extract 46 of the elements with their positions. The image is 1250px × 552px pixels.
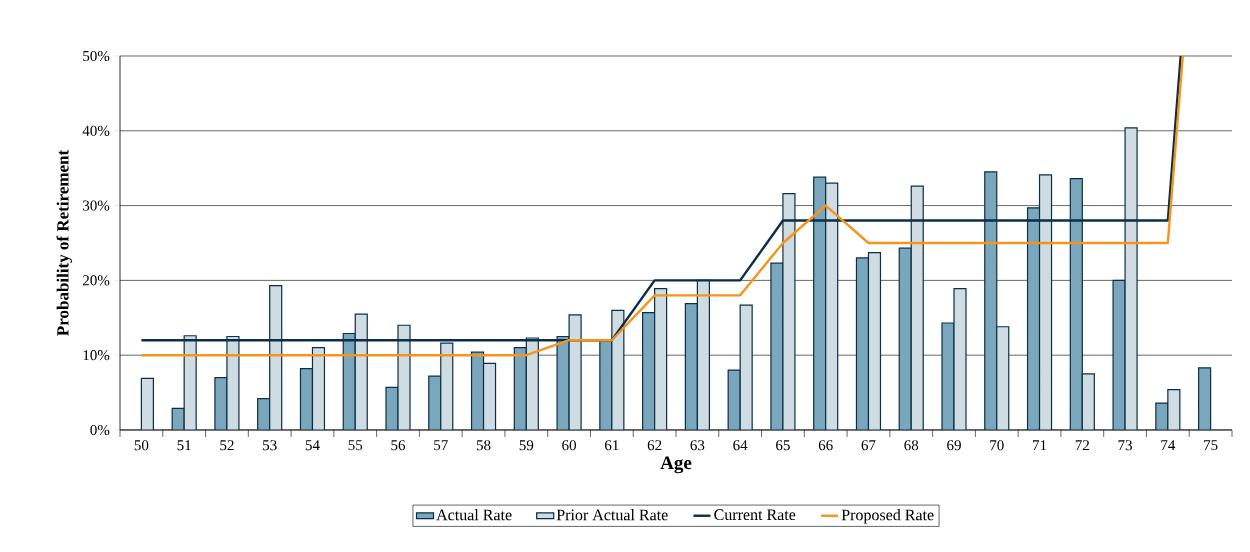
bar	[642, 311, 656, 430]
x-tick-label: 72	[1075, 440, 1089, 451]
x-tick-label: 62	[647, 440, 662, 451]
bar	[867, 252, 882, 430]
bar	[898, 247, 912, 430]
y-tick-label: 10%	[83, 350, 110, 361]
y-tick-label: 0%	[90, 424, 110, 436]
x-tick-label: 66	[818, 440, 833, 451]
x-tick-label: 69	[947, 440, 961, 451]
x-tick-label: 52	[220, 440, 234, 451]
legend-label: Current Rate	[714, 509, 796, 521]
x-tick-label: 55	[348, 440, 363, 451]
legend-label: Proposed Rate	[841, 509, 934, 524]
bar	[996, 326, 1010, 430]
x-tick-label: 51	[177, 440, 191, 451]
bar	[739, 304, 753, 430]
x-tick-label: 73	[1118, 440, 1132, 451]
y-tick-label: 30%	[83, 200, 110, 211]
bar	[299, 368, 314, 430]
x-tick-label: 59	[519, 440, 534, 451]
x-tick-label: 71	[1033, 440, 1047, 451]
y-tick-label: 20%	[82, 275, 110, 286]
x-axis-title: Age	[660, 456, 692, 474]
x-tick-label: 63	[690, 440, 705, 451]
bar	[684, 302, 698, 430]
x-tick-label: 56	[391, 440, 406, 451]
legend-label: Actual Rate	[436, 509, 512, 521]
y-tick-label: 40%	[82, 125, 110, 136]
x-tick-label: 57	[434, 440, 448, 451]
x-tick-label: 54	[305, 440, 320, 451]
x-tick-label: 61	[604, 440, 619, 451]
y-tick-label: 50%	[83, 50, 110, 62]
x-tick-label: 70	[990, 440, 1004, 451]
x-tick-label: 75	[1204, 440, 1218, 451]
x-tick-label: 50	[134, 440, 149, 451]
x-tick-label: 53	[263, 440, 277, 451]
x-tick-label: 60	[562, 440, 577, 451]
bar	[855, 257, 870, 430]
x-tick-label: 67	[861, 440, 876, 451]
y-axis-title: Probability of Retirement	[56, 149, 73, 336]
x-tick-label: 58	[476, 440, 491, 451]
x-tick-label: 68	[904, 440, 919, 451]
x-tick-label: 74	[1161, 440, 1176, 451]
legend-label: Prior Actual Rate	[556, 509, 668, 521]
x-tick-label: 65	[776, 440, 790, 451]
x-tick-label: 64	[733, 440, 748, 451]
